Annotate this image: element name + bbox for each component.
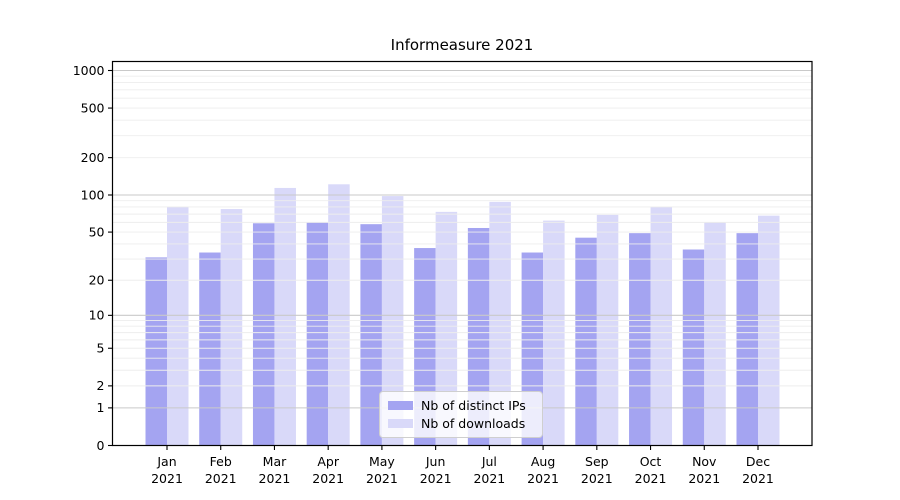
x-tick-label-month: Jun bbox=[425, 454, 446, 469]
legend: Nb of distinct IPs Nb of downloads bbox=[379, 391, 543, 438]
y-tick-label: 1 bbox=[97, 400, 105, 415]
legend-item-downloads: Nb of downloads bbox=[388, 416, 533, 431]
bar-downloads bbox=[489, 201, 511, 446]
legend-item-distinct-ips: Nb of distinct IPs bbox=[388, 398, 533, 413]
y-tick-label: 50 bbox=[89, 224, 105, 239]
bar-downloads bbox=[596, 214, 619, 446]
x-tick-label-year: 2021 bbox=[742, 471, 774, 486]
x-tick-label-month: May bbox=[369, 454, 395, 469]
x-tick-label-month: Nov bbox=[692, 454, 717, 469]
bar-distinct-ips bbox=[360, 224, 382, 446]
bar-distinct-ips bbox=[306, 222, 329, 446]
y-tick-label: 10 bbox=[89, 308, 105, 323]
x-tick-label-month: Oct bbox=[640, 454, 662, 469]
chart-title: Informeasure 2021 bbox=[390, 36, 534, 54]
x-tick-label-month: Mar bbox=[263, 454, 287, 469]
x-tick-label-year: 2021 bbox=[688, 471, 720, 486]
x-tick-label-year: 2021 bbox=[420, 471, 452, 486]
x-tick-label-month: Aug bbox=[531, 454, 555, 469]
legend-swatch-distinct-ips-icon bbox=[388, 401, 413, 410]
x-tick-label-year: 2021 bbox=[151, 471, 183, 486]
y-tick-label: 5 bbox=[97, 341, 105, 356]
x-tick-label-year: 2021 bbox=[259, 471, 291, 486]
x-tick-label-year: 2021 bbox=[527, 471, 559, 486]
x-tick-label-year: 2021 bbox=[635, 471, 667, 486]
bar-distinct-ips bbox=[575, 237, 597, 446]
bar-downloads bbox=[435, 211, 458, 446]
y-tick-label: 2 bbox=[97, 378, 105, 393]
bar-distinct-ips bbox=[145, 257, 167, 446]
bar-distinct-ips bbox=[682, 249, 705, 446]
y-tick-label: 200 bbox=[81, 150, 105, 165]
plot-border bbox=[111, 60, 813, 447]
bar-downloads bbox=[220, 209, 243, 446]
legend-label-downloads: Nb of downloads bbox=[421, 416, 526, 431]
x-tick-label-month: Feb bbox=[210, 454, 232, 469]
bar-distinct-ips bbox=[736, 233, 758, 446]
x-tick-label-year: 2021 bbox=[581, 471, 613, 486]
x-tick-label-year: 2021 bbox=[312, 471, 344, 486]
bar-downloads bbox=[757, 215, 780, 446]
x-tick-label-month: Apr bbox=[317, 454, 339, 469]
legend-label-distinct-ips: Nb of distinct IPs bbox=[421, 398, 526, 413]
x-tick-label-year: 2021 bbox=[473, 471, 505, 486]
bar-distinct-ips bbox=[629, 233, 651, 446]
bar-downloads bbox=[274, 187, 296, 446]
x-tick-label-month: Jan bbox=[156, 454, 176, 469]
bar-distinct-ips bbox=[252, 223, 275, 446]
y-tick-label: 500 bbox=[81, 100, 105, 115]
legend-swatch-downloads-icon bbox=[388, 419, 413, 428]
y-tick-label: 20 bbox=[89, 273, 105, 288]
x-tick-label-year: 2021 bbox=[205, 471, 237, 486]
y-tick-label: 100 bbox=[81, 187, 105, 202]
x-tick-label-month: Jul bbox=[481, 454, 497, 469]
y-tick-label: 1000 bbox=[73, 63, 105, 78]
bar-distinct-ips bbox=[199, 252, 221, 446]
bar-downloads bbox=[704, 222, 726, 446]
x-tick-label-month: Dec bbox=[746, 454, 770, 469]
x-tick-label-year: 2021 bbox=[366, 471, 398, 486]
x-tick-label-month: Sep bbox=[585, 454, 609, 469]
y-tick-label: 0 bbox=[97, 438, 105, 453]
